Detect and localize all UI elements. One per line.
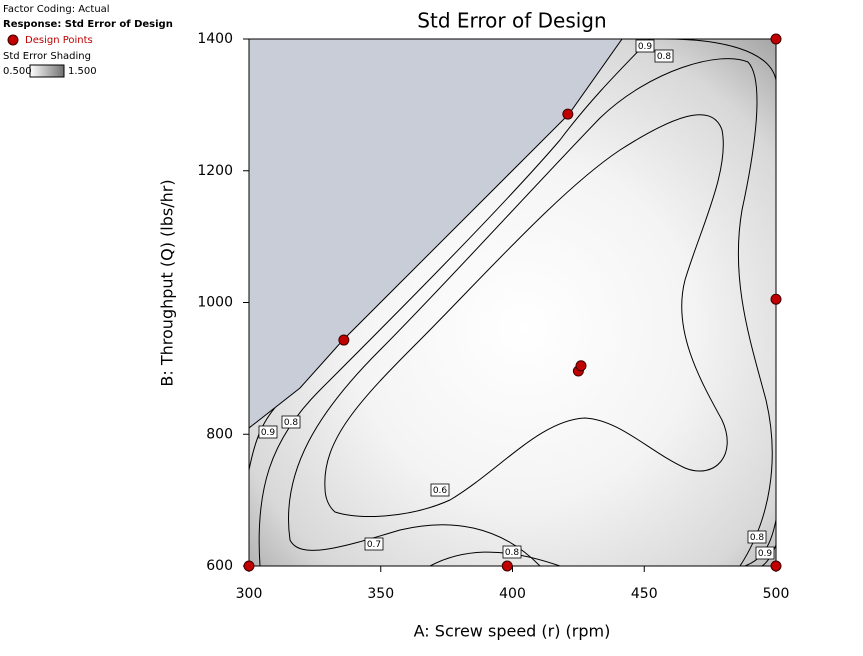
design-point [770,560,782,572]
shading-title: Std Error Shading [3,51,91,62]
design-point [243,560,255,572]
contour-label: 0.8 [657,52,672,62]
shading-max: 1.500 [68,66,97,77]
contour-label: 0.7 [367,540,381,550]
legend-marker [7,34,19,46]
contour [288,58,773,566]
contour-label-box [747,530,767,544]
contour-label: 0.6 [433,486,448,496]
design-point [562,108,574,120]
design-point [575,360,587,372]
contour-label-box [258,425,278,439]
contour-label: 0.9 [261,428,276,438]
x-axis-label: A: Screw speed (r) (rpm) [414,622,611,641]
contour-label: 0.9 [758,549,773,559]
factor-coding: Factor Coding: Actual [3,4,110,15]
shading-bar [29,64,65,78]
contour-label-box [635,39,655,53]
design-point [501,560,513,572]
contour-label: 0.9 [638,42,653,52]
response-label: Response: Std Error of Design [3,19,173,30]
design-point [770,33,782,45]
contour-label-box [364,537,384,551]
contour-label-box [755,546,775,560]
design-point [338,334,350,346]
contour-label-box [502,545,522,559]
y-tick-label: 600 [206,558,233,574]
legend-label: Design Points [25,35,93,46]
contour-label: 0.8 [750,533,765,543]
contour [324,114,728,517]
plot-area [249,39,776,566]
contour-label-box [281,415,301,429]
x-tick-label: 400 [499,586,526,602]
x-tick-label: 350 [367,586,394,602]
y-tick-label: 800 [206,426,233,442]
y-axis-label: B: Throughput (Q) (lbs/hr) [158,179,177,386]
contour-label-box [430,483,450,497]
contour-label-box [654,49,674,63]
x-tick-label: 300 [236,586,263,602]
y-tick-label: 1400 [197,31,233,47]
y-tick-label: 1200 [197,163,233,179]
chart-title: Std Error of Design [417,9,606,33]
x-tick-label: 450 [631,586,658,602]
contour-label: 0.8 [505,548,520,558]
y-tick-label: 1000 [197,295,233,311]
contour [258,39,776,566]
shading-min: 0.500 [3,66,32,77]
design-point [770,293,782,305]
contour-label: 0.8 [284,418,299,428]
x-tick-label: 500 [763,586,790,602]
